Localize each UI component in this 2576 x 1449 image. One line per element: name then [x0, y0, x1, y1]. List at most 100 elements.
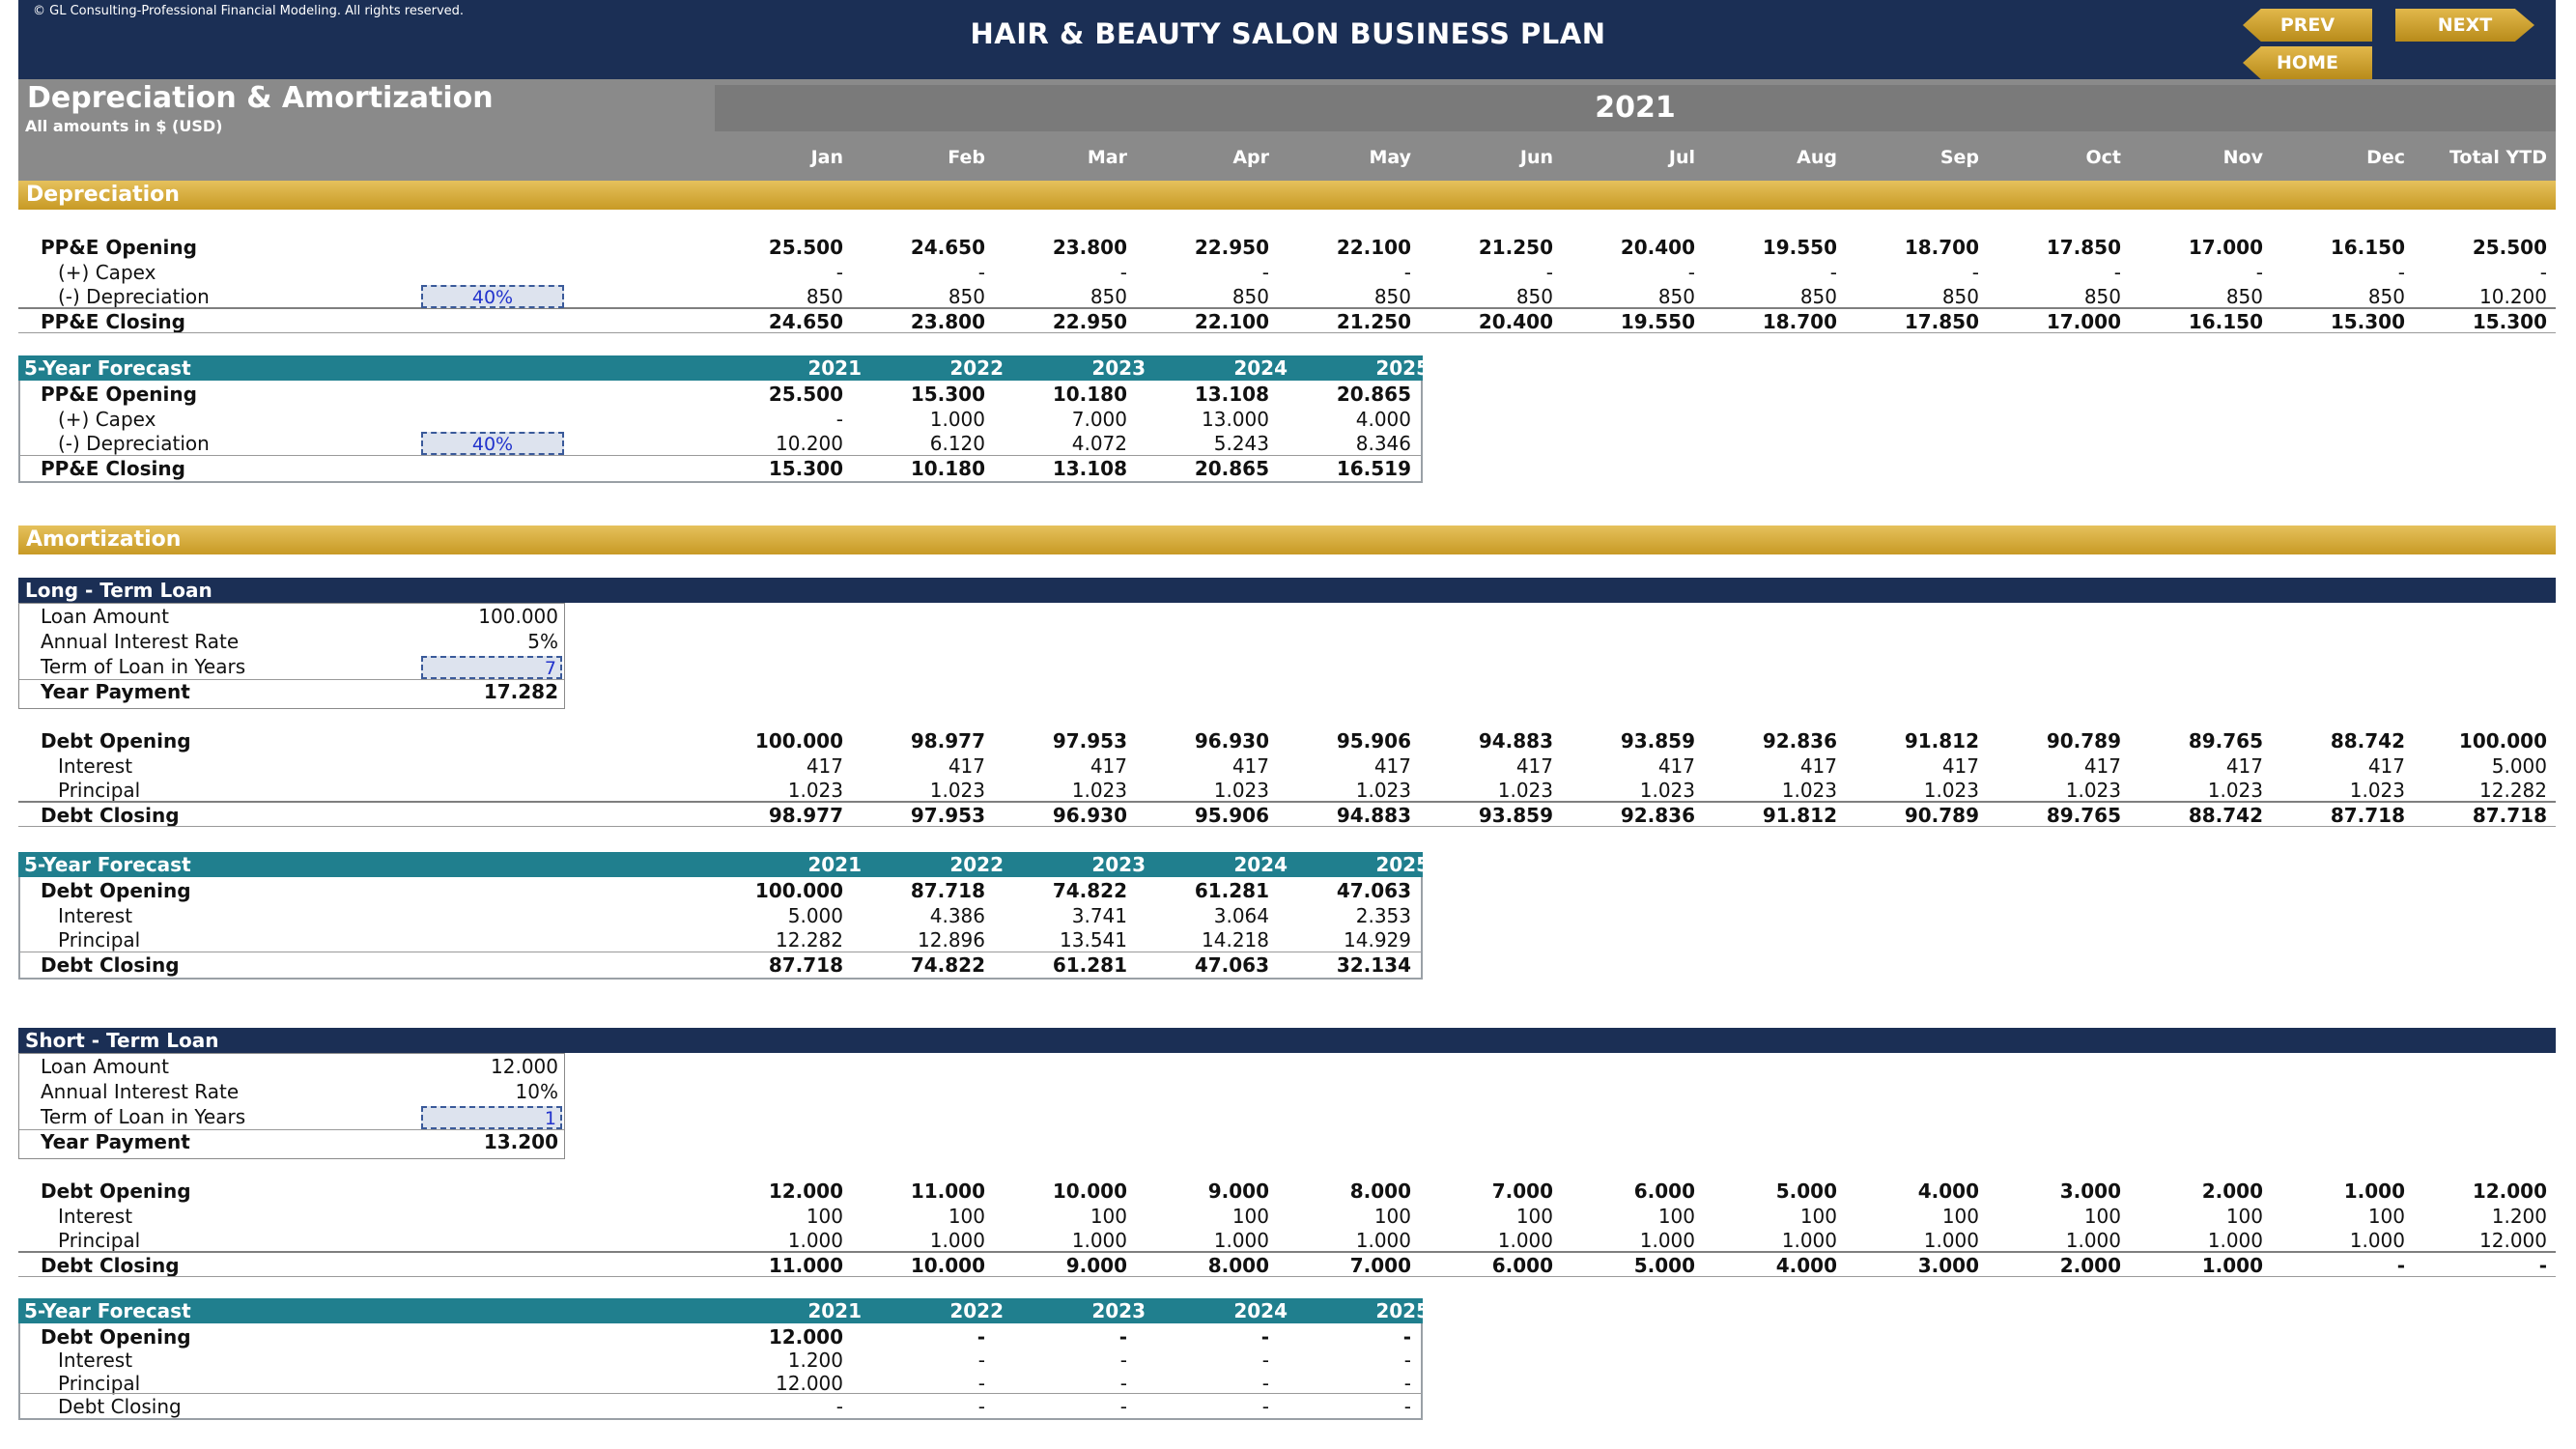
short-term-cell: 11.000: [768, 1253, 843, 1277]
short-term-cell: 100: [1657, 1204, 1695, 1228]
short-term-forecast-year: 2022: [949, 1299, 1004, 1322]
short-term-term-input[interactable]: 1: [421, 1106, 562, 1129]
long-term-cell: 417: [2083, 753, 2121, 778]
depreciation-cell: -: [1971, 260, 1979, 284]
short-term-cell: 100: [1515, 1204, 1553, 1228]
long-term-cell: 89.765: [2046, 803, 2121, 827]
short-term-forecast-cell: -: [1403, 1349, 1411, 1372]
short-term-forecast-cell: -: [1119, 1395, 1127, 1418]
depreciation-cell: 19.550: [1620, 309, 1695, 333]
long-term-term-input[interactable]: 7: [421, 656, 562, 679]
short-term-cell: 1.000: [2343, 1179, 2405, 1203]
long-term-cell: 97.953: [1052, 729, 1127, 753]
long-term-cell: 417: [1657, 753, 1695, 778]
depreciation-forecast-cell: 7.000: [1071, 407, 1127, 431]
short-term-input-label: Loan Amount: [41, 1055, 169, 1078]
month-header: Feb: [948, 147, 985, 168]
depreciation-forecast-cell: 25.500: [768, 383, 843, 406]
long-term-cell: 12.282: [2479, 779, 2547, 802]
long-term-forecast-cell: 74.822: [1052, 879, 1127, 902]
long-term-forecast-label: Principal: [58, 928, 141, 952]
short-term-input-label: Year Payment: [41, 1130, 190, 1153]
long-term-forecast-cell: 32.134: [1336, 952, 1411, 977]
month-header: Aug: [1797, 147, 1837, 168]
long-term-cell: 94.883: [1478, 729, 1553, 753]
depreciation-row-label: PP&E Closing: [41, 309, 185, 333]
depreciation-cell: 17.850: [2046, 236, 2121, 259]
short-term-cell: 100: [1231, 1204, 1269, 1228]
depreciation-forecast-rate-input[interactable]: 40%: [421, 432, 564, 455]
depreciation-forecast-cell: 15.300: [768, 456, 843, 480]
short-term-cell: 4.000: [1775, 1253, 1837, 1277]
long-term-forecast-label: Interest: [58, 903, 133, 927]
depreciation-cell: -: [1545, 260, 1553, 284]
short-term-forecast-label: Interest: [58, 1349, 133, 1372]
short-term-forecast-rule: [20, 1393, 1421, 1394]
depreciation-cell: 20.400: [1620, 236, 1695, 259]
short-term-cell: 8.000: [1349, 1179, 1411, 1203]
amortization-section-title: Amortization: [26, 527, 182, 552]
depreciation-cell: 21.250: [1336, 309, 1411, 333]
long-term-cell: 417: [1941, 753, 1979, 778]
depreciation-cell: 850: [1941, 285, 1979, 308]
short-term-inputs-rule: [19, 1129, 564, 1130]
long-term-input-label: Term of Loan in Years: [41, 655, 246, 678]
depreciation-cell: 25.500: [2472, 236, 2547, 259]
long-term-cell: 417: [1090, 753, 1127, 778]
short-term-cell: 5.000: [1633, 1253, 1695, 1277]
long-term-input-label: Annual Interest Rate: [41, 630, 240, 653]
long-term-bottom-rule: [18, 826, 2556, 827]
long-term-forecast-cell: 47.063: [1194, 952, 1269, 977]
depreciation-cell: 20.400: [1478, 309, 1553, 333]
short-term-cell: 1.000: [2065, 1229, 2121, 1252]
long-term-cell: 93.859: [1478, 803, 1553, 827]
short-term-forecast-cell: -: [1260, 1325, 1269, 1349]
short-term-cell: 1.000: [787, 1229, 843, 1252]
short-term-forecast-label: Debt Closing: [58, 1395, 182, 1418]
short-term-cell: 12.000: [2472, 1179, 2547, 1203]
short-term-forecast-cell: -: [835, 1395, 843, 1418]
short-term-forecast-year: 2025: [1375, 1299, 1430, 1322]
short-term-forecast-label: Principal: [58, 1372, 141, 1395]
long-term-forecast-cell: 47.063: [1336, 879, 1411, 902]
short-term-cell: 1.000: [1213, 1229, 1269, 1252]
long-term-cell: 1.023: [787, 779, 843, 802]
short-term-cell: 100: [948, 1204, 985, 1228]
short-term-cell: 3.000: [2059, 1179, 2121, 1203]
depreciation-cell: -: [1403, 260, 1411, 284]
short-term-forecast-year: 2021: [807, 1299, 862, 1322]
depreciation-forecast-year: 2023: [1091, 356, 1146, 380]
year-label: 2021: [1595, 91, 1676, 125]
long-term-forecast-cell: 5.000: [787, 903, 843, 927]
depreciation-rate-input[interactable]: 40%: [421, 285, 564, 308]
short-term-forecast-cell: -: [1261, 1349, 1269, 1372]
depreciation-row-label: PP&E Opening: [41, 236, 197, 259]
depreciation-cell: 15.300: [2330, 309, 2405, 333]
long-term-cell: 87.718: [2472, 803, 2547, 827]
short-term-input-value: 12.000: [491, 1055, 558, 1078]
depreciation-cell: -: [2539, 260, 2547, 284]
home-button[interactable]: HOME: [2243, 46, 2372, 79]
long-term-cell: 417: [948, 753, 985, 778]
depreciation-cell: -: [1829, 260, 1837, 284]
depreciation-cell: -: [2255, 260, 2263, 284]
short-term-cell: 7.000: [1349, 1253, 1411, 1277]
depreciation-bottom-rule: [18, 332, 2556, 333]
short-term-input-value: 10%: [515, 1080, 558, 1103]
long-term-cell: 1.023: [1781, 779, 1837, 802]
long-term-forecast-cell: 61.281: [1194, 879, 1269, 902]
short-term-cell: 4.000: [1917, 1179, 1979, 1203]
depreciation-cell: 10.200: [2479, 285, 2547, 308]
short-term-row-label: Debt Closing: [41, 1253, 180, 1277]
short-term-cell: 100: [2225, 1204, 2263, 1228]
short-term-cell: 9.000: [1207, 1179, 1269, 1203]
next-button[interactable]: NEXT: [2395, 9, 2534, 42]
depreciation-forecast-cell: 13.108: [1194, 383, 1269, 406]
long-term-forecast-cell: 14.218: [1202, 928, 1269, 952]
prev-button[interactable]: PREV: [2243, 9, 2372, 42]
long-term-loan-title: Long - Term Loan: [25, 579, 212, 602]
short-term-cell: 100: [1941, 1204, 1979, 1228]
depreciation-forecast-year: 2022: [949, 356, 1004, 380]
short-term-cell: 12.000: [768, 1179, 843, 1203]
short-term-cell: 1.000: [1639, 1229, 1695, 1252]
